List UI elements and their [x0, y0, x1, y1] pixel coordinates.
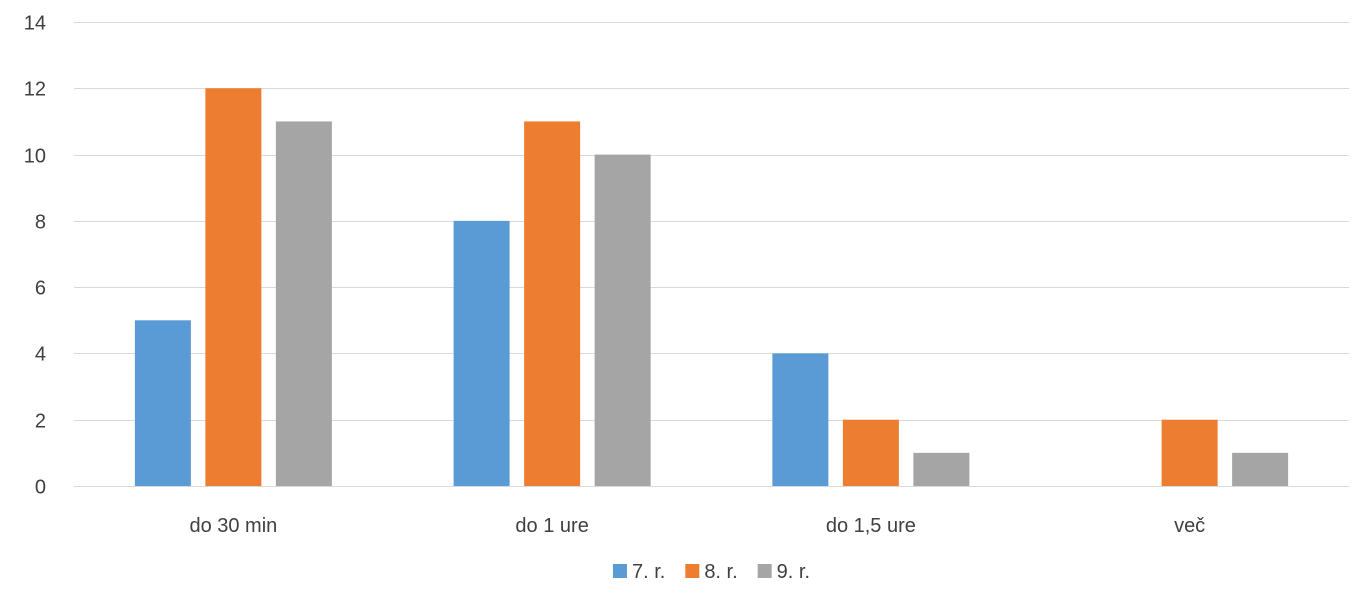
- bar-3-4: [1232, 452, 1289, 486]
- legend-item-1: 7. r.: [612, 561, 665, 583]
- bar-2-4: [1161, 419, 1218, 486]
- bar-1-2: [453, 220, 510, 486]
- bar-3-3: [913, 452, 970, 486]
- y-tick-label: 12: [24, 79, 46, 101]
- bars: [134, 88, 1289, 487]
- y-tick-label: 14: [24, 13, 46, 35]
- legend-label: 9. r.: [777, 561, 810, 583]
- bar-1-3: [772, 353, 829, 486]
- y-tick-label: 6: [35, 278, 46, 300]
- legend-item-3: 9. r.: [757, 561, 810, 583]
- y-tick-label: 10: [24, 146, 46, 168]
- bar-3-1: [275, 121, 332, 486]
- legend: 7. r. 8. r. 9. r.: [612, 561, 810, 583]
- y-tick-label: 8: [35, 212, 46, 234]
- x-tick-label: do 30 min: [189, 515, 277, 537]
- bar-2-3: [842, 419, 899, 486]
- bar-1-1: [134, 320, 191, 486]
- y-tick-label: 2: [35, 411, 46, 433]
- legend-swatch: [612, 564, 627, 578]
- x-tick-label: do 1,5 ure: [826, 515, 916, 537]
- x-tick-label: do 1 ure: [515, 515, 588, 537]
- bar-2-2: [524, 121, 581, 486]
- bar-3-2: [594, 154, 651, 487]
- y-axis-ticks: 0 2 4 6 8 10 12 14: [24, 13, 46, 499]
- x-axis-ticks: do 30 min do 1 ure do 1,5 ure več: [189, 515, 1205, 537]
- gridlines: [74, 22, 1349, 487]
- y-tick-label: 4: [35, 344, 46, 366]
- bar-2-1: [205, 88, 262, 487]
- x-tick-label: več: [1174, 515, 1205, 537]
- legend-label: 8. r.: [704, 561, 737, 583]
- legend-swatch: [685, 564, 700, 578]
- legend-item-2: 8. r.: [685, 561, 738, 583]
- y-tick-label: 0: [35, 477, 46, 499]
- legend-label: 7. r.: [632, 561, 665, 583]
- legend-swatch: [757, 564, 772, 578]
